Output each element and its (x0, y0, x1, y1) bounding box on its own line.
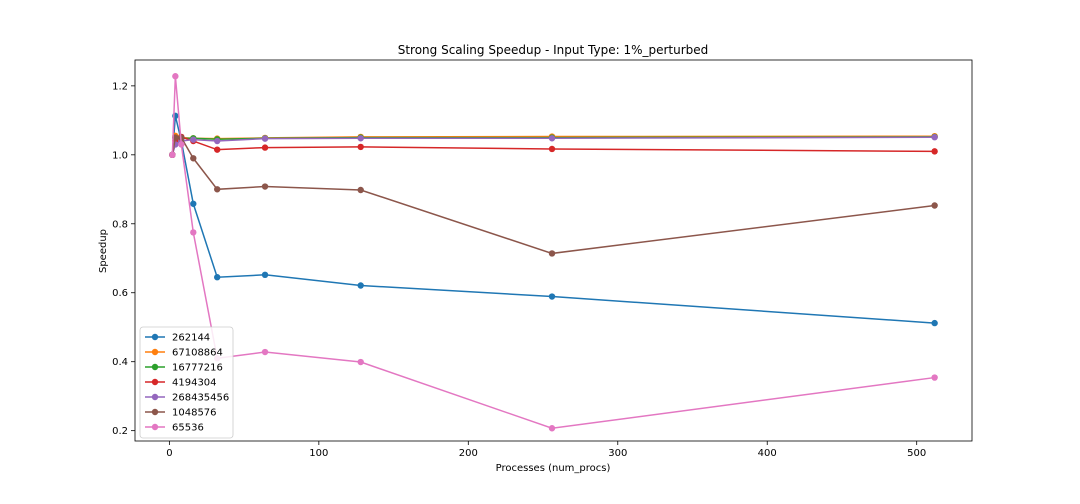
x-tick-label: 300 (608, 448, 627, 459)
series-1048576 (169, 134, 938, 257)
legend-item: 262144 (145, 333, 210, 344)
data-point (214, 146, 221, 153)
data-point (261, 183, 269, 190)
legend-label: 4194304 (172, 378, 217, 389)
data-point (214, 274, 221, 281)
legend-label: 65536 (172, 423, 204, 434)
legend-label: 268435456 (172, 393, 229, 404)
data-point (548, 145, 556, 153)
plot-area (169, 73, 938, 432)
data-point (548, 135, 556, 142)
legend-label: 67108864 (172, 348, 223, 359)
data-point (178, 141, 185, 148)
data-point (261, 348, 269, 356)
data-point (357, 358, 364, 366)
legend-swatch-marker (151, 408, 159, 416)
legend-item: 16777216 (145, 363, 223, 374)
y-axis-title: Speedup (98, 229, 109, 273)
data-point (261, 271, 269, 279)
y-tick-label: 0.8 (112, 219, 128, 230)
y-tick-label: 0.2 (112, 426, 128, 437)
data-point (357, 282, 364, 289)
data-point (931, 148, 938, 155)
legend-label: 16777216 (172, 363, 223, 374)
x-tick-label: 0 (166, 448, 172, 459)
legend-item: 67108864 (145, 348, 223, 359)
legend-item: 65536 (145, 423, 204, 434)
x-tick-label: 100 (309, 448, 328, 459)
x-tick-label: 400 (758, 448, 777, 459)
chart-title: Strong Scaling Speedup - Input Type: 1%_… (398, 43, 709, 57)
data-point (931, 319, 938, 327)
legend-item: 4194304 (145, 378, 217, 389)
data-point (357, 186, 364, 194)
legend-label: 262144 (172, 333, 210, 344)
legend-swatch-marker (151, 333, 159, 341)
data-point (190, 155, 197, 162)
data-point (931, 202, 938, 209)
x-axis-title: Processes (num_procs) (496, 463, 611, 474)
x-tick-label: 200 (459, 448, 478, 459)
data-point (261, 135, 269, 142)
legend-item: 1048576 (145, 408, 217, 419)
legend-swatch-marker (151, 393, 159, 401)
data-point (190, 229, 197, 236)
y-axis: 0.2 0.4 0.6 0.8 1.0 1.2 (112, 81, 135, 437)
data-point (169, 151, 176, 159)
series-line (171, 136, 935, 255)
legend-swatch-marker (151, 363, 159, 371)
legend-box (139, 326, 234, 439)
data-point (357, 135, 364, 142)
y-tick-label: 0.4 (112, 357, 128, 368)
y-tick-label: 0.6 (112, 288, 128, 299)
y-tick-label: 1.2 (112, 81, 128, 92)
data-point (548, 425, 556, 432)
legend-item: 268435456 (145, 393, 229, 404)
data-point (931, 374, 938, 381)
data-point (931, 134, 938, 141)
y-tick-label: 1.0 (112, 150, 128, 161)
legend-label: 1048576 (172, 408, 217, 419)
x-axis: 0 100 200 300 400 500 (166, 441, 926, 459)
data-point (214, 186, 221, 193)
data-point (190, 200, 197, 207)
data-point (261, 144, 269, 151)
data-point (357, 143, 364, 151)
data-point (172, 73, 179, 80)
data-point (548, 293, 556, 300)
series-268435456 (169, 134, 938, 159)
data-point (214, 137, 221, 145)
legend-swatch-marker (151, 423, 159, 431)
plot-frame (134, 59, 973, 442)
data-point (548, 250, 556, 257)
legend: 262144 67108864 16777216 4194304 268435456 10… (139, 326, 234, 439)
legend-swatch-marker (151, 348, 159, 356)
data-point (190, 136, 197, 143)
x-tick-label: 500 (907, 448, 926, 459)
legend-swatch-marker (151, 378, 159, 386)
